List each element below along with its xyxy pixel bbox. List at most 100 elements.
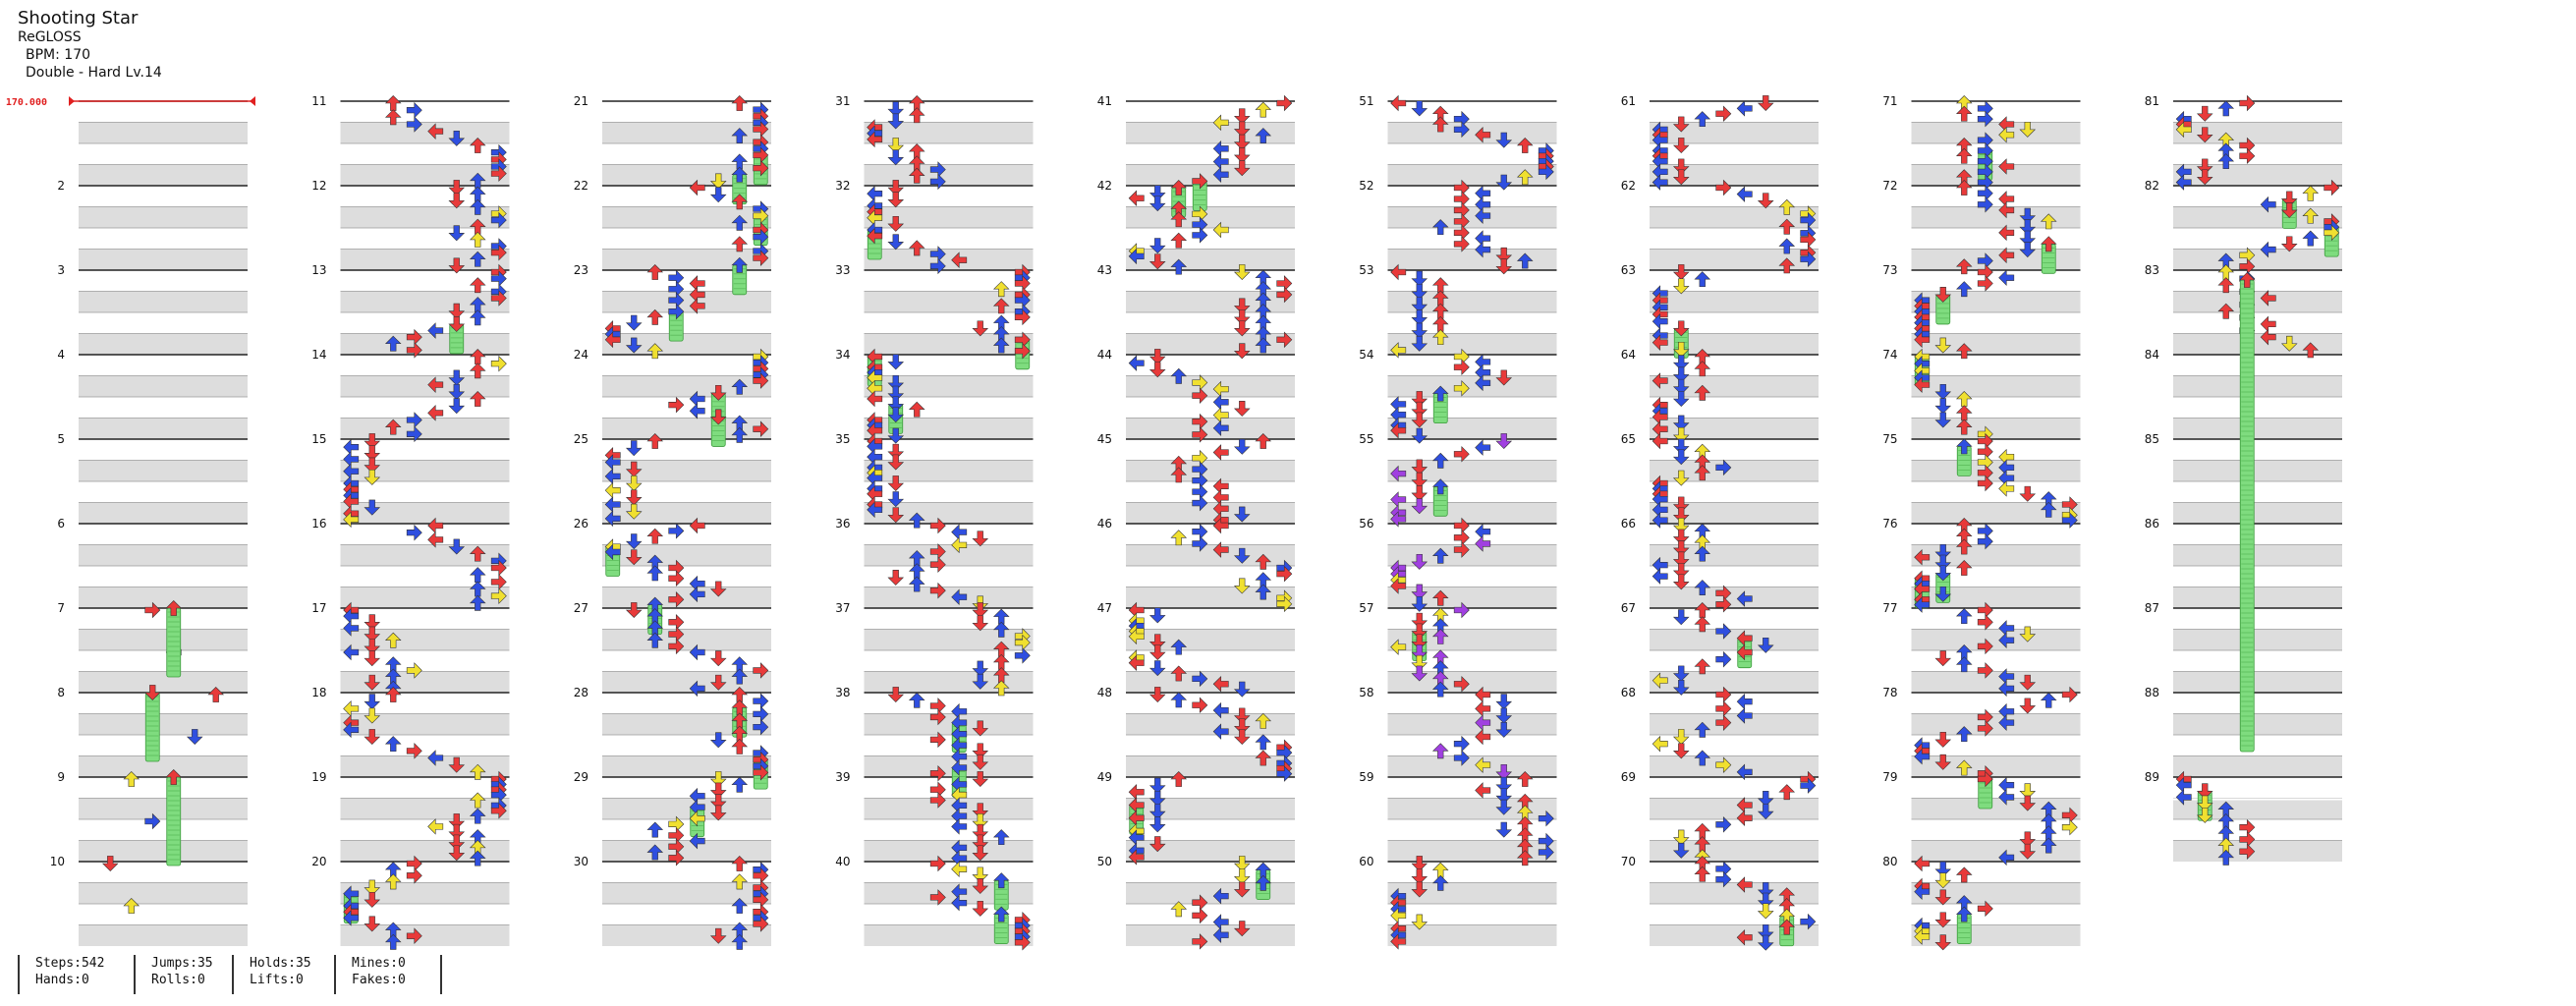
beat-stripe xyxy=(1650,333,1819,355)
down-arrow-icon xyxy=(1411,644,1428,661)
down-arrow-icon xyxy=(2019,783,2037,800)
down-arrow-icon xyxy=(1148,687,1166,703)
beat-stripe xyxy=(1650,882,1819,904)
beat-stripe xyxy=(2173,460,2342,481)
up-arrow-icon xyxy=(731,166,749,183)
beat-stripe xyxy=(602,544,771,566)
down-arrow-icon xyxy=(364,891,381,908)
down-arrow-icon xyxy=(887,149,905,166)
down-arrow-icon xyxy=(709,581,727,597)
down-arrow-icon xyxy=(625,549,643,566)
down-arrow-icon xyxy=(887,374,905,391)
up-arrow-icon xyxy=(1778,238,1796,254)
beat-stripe xyxy=(340,291,510,312)
measure-number: 88 xyxy=(2145,686,2159,699)
measure-number: 73 xyxy=(1882,263,1897,277)
down-arrow-icon xyxy=(2196,783,2213,800)
beat-stripe xyxy=(1387,671,1557,693)
stats-divider xyxy=(440,955,442,994)
measure-number: 31 xyxy=(835,94,850,108)
beat-stripe xyxy=(602,587,771,608)
beat-stripe xyxy=(1911,333,2081,355)
left-arrow-icon xyxy=(1128,628,1145,645)
beat-stripe xyxy=(1387,375,1557,397)
up-arrow-icon xyxy=(1431,478,1449,495)
down-arrow-icon xyxy=(364,650,381,667)
down-arrow-icon xyxy=(1148,816,1166,833)
right-arrow-icon xyxy=(406,101,422,119)
up-arrow-icon xyxy=(1170,770,1188,787)
left-arrow-icon xyxy=(1475,126,1491,143)
right-arrow-icon xyxy=(1276,286,1293,304)
down-arrow-icon xyxy=(1672,438,1690,455)
beat-stripe xyxy=(602,502,771,524)
beat-stripe xyxy=(864,291,1034,312)
down-arrow-icon xyxy=(1411,427,1428,444)
measure-number: 82 xyxy=(2145,179,2159,193)
up-arrow-icon xyxy=(1170,211,1188,228)
beat-stripe xyxy=(1126,671,1295,693)
beat-stripe xyxy=(602,671,771,693)
down-arrow-icon xyxy=(2019,207,2037,224)
beat-stripe xyxy=(1911,924,2081,946)
beat-stripe xyxy=(1911,164,2081,186)
up-arrow-icon xyxy=(469,231,486,248)
beat-stripe xyxy=(79,798,248,819)
beat-stripe xyxy=(864,755,1034,777)
measure-number: 47 xyxy=(1097,601,1112,615)
beat-stripe xyxy=(864,587,1034,608)
up-arrow-icon xyxy=(731,933,749,950)
beat-stripe xyxy=(864,629,1034,650)
down-arrow-icon xyxy=(1233,506,1251,523)
down-arrow-icon xyxy=(1672,518,1690,534)
up-arrow-icon xyxy=(384,419,402,435)
down-arrow-icon xyxy=(1672,540,1690,556)
stat-fakes: Fakes:0 xyxy=(352,973,406,987)
left-arrow-icon xyxy=(2175,174,2192,191)
left-arrow-icon xyxy=(1998,632,2015,649)
down-arrow-icon xyxy=(1148,790,1166,807)
down-arrow-icon xyxy=(448,257,466,274)
down-arrow-icon xyxy=(1757,193,1774,209)
up-arrow-icon xyxy=(646,308,664,325)
down-arrow-icon xyxy=(709,927,727,944)
up-arrow-icon xyxy=(1170,692,1188,708)
left-arrow-icon xyxy=(1212,166,1229,184)
beat-stripe xyxy=(1126,798,1295,819)
measure-number: 71 xyxy=(1882,94,1897,108)
down-arrow-icon xyxy=(364,614,381,631)
stat-group-holds: Holds:35 Lifts:0 xyxy=(232,955,311,994)
up-arrow-icon xyxy=(1955,726,1973,743)
right-arrow-icon xyxy=(753,662,769,679)
left-arrow-icon xyxy=(689,517,705,534)
beat-stripe xyxy=(340,798,510,819)
left-arrow-icon xyxy=(1736,707,1753,724)
up-arrow-icon xyxy=(123,897,140,914)
down-arrow-icon xyxy=(972,743,989,759)
left-arrow-icon xyxy=(1736,928,1753,946)
left-arrow-icon xyxy=(343,909,360,926)
measure-number: 12 xyxy=(311,179,326,193)
up-arrow-icon xyxy=(646,821,664,838)
measure-number: 4 xyxy=(57,348,65,362)
beat-stripe xyxy=(1650,713,1819,735)
down-arrow-icon xyxy=(364,445,381,462)
beat-stripe xyxy=(79,671,248,693)
beat-stripe xyxy=(1911,671,2081,693)
measure-number: 28 xyxy=(574,686,588,699)
right-arrow-icon xyxy=(929,889,946,906)
stat-steps: Steps:542 xyxy=(35,956,105,971)
down-arrow-icon xyxy=(1411,459,1428,475)
up-arrow-icon xyxy=(1255,432,1272,449)
up-arrow-icon xyxy=(731,214,749,231)
measure-number: 36 xyxy=(835,517,850,531)
up-arrow-icon xyxy=(1170,901,1188,918)
beat-stripe xyxy=(602,798,771,819)
up-arrow-icon xyxy=(384,632,402,648)
down-arrow-icon xyxy=(887,192,905,208)
down-arrow-icon xyxy=(1672,470,1690,486)
up-arrow-icon xyxy=(1431,116,1449,133)
beat-stripe xyxy=(1650,291,1819,312)
right-arrow-icon xyxy=(406,743,422,759)
down-arrow-icon xyxy=(1757,881,1774,898)
